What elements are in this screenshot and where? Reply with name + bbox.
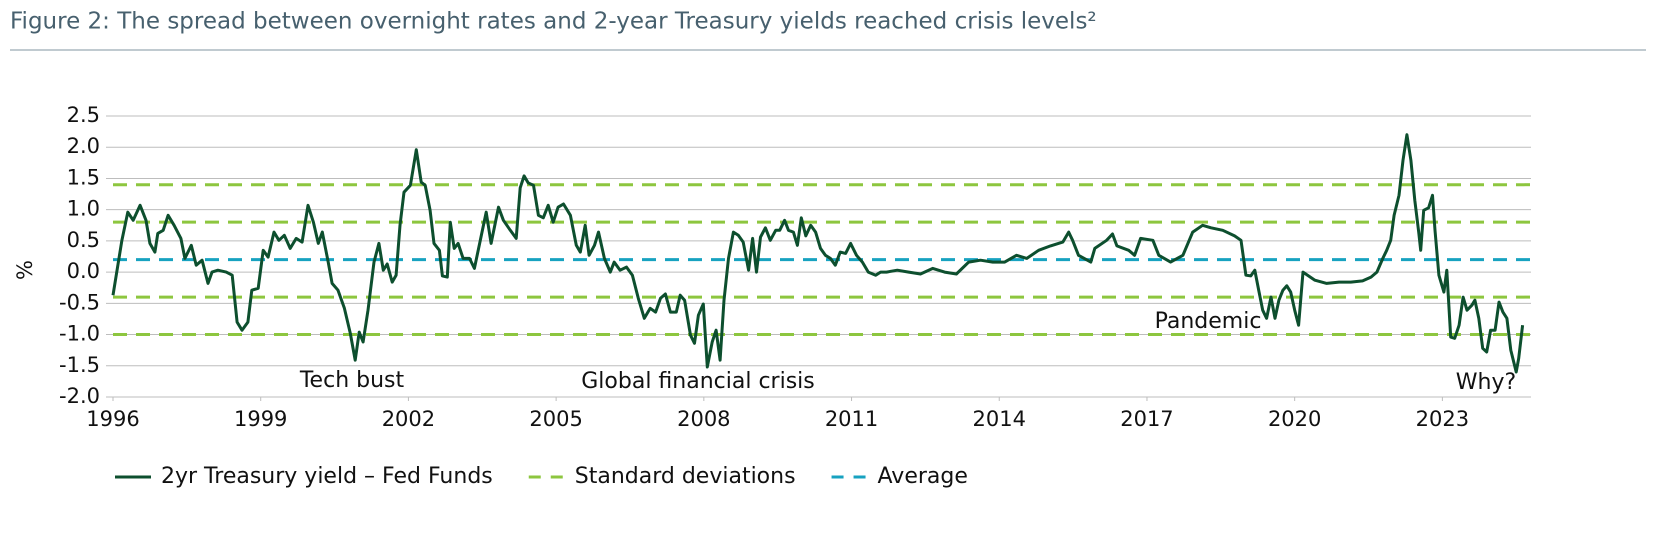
y-tick-label: 2.5: [67, 103, 100, 127]
y-tick-label: -1.5: [59, 353, 100, 377]
y-tick-label: 0.5: [67, 228, 100, 252]
x-tick-label: 2008: [677, 407, 730, 431]
y-tick-label: -0.5: [59, 290, 100, 314]
annotation: Tech bust: [299, 368, 405, 393]
y-axis-label: %: [13, 260, 37, 280]
x-tick-label: 2017: [1120, 407, 1173, 431]
x-tick-label: 2011: [825, 407, 878, 431]
x-tick-label: 2020: [1268, 407, 1321, 431]
legend-label: Standard deviations: [575, 464, 796, 489]
legend-label: 2yr Treasury yield – Fed Funds: [161, 464, 493, 489]
chart-title: Figure 2: The spread between overnight r…: [10, 9, 1097, 35]
x-tick-label: 1996: [86, 407, 139, 431]
y-tick-label: -1.0: [59, 322, 100, 346]
x-tick-label: 2014: [973, 407, 1026, 431]
legend-label: Average: [878, 464, 968, 489]
x-tick-label: 2002: [382, 407, 435, 431]
y-tick-label: -2.0: [59, 384, 100, 408]
x-tick-label: 1999: [234, 407, 287, 431]
y-tick-label: 2.0: [67, 134, 100, 158]
annotation: Why?: [1456, 370, 1516, 395]
annotation: Pandemic: [1155, 309, 1262, 334]
x-tick-label: 2005: [529, 407, 582, 431]
y-tick-label: 0.0: [67, 259, 100, 283]
annotation: Global financial crisis: [581, 369, 814, 394]
x-tick-label: 2023: [1416, 407, 1469, 431]
y-tick-label: 1.0: [67, 197, 100, 221]
data-line: [111, 133, 1525, 374]
y-tick-label: 1.5: [67, 165, 100, 189]
